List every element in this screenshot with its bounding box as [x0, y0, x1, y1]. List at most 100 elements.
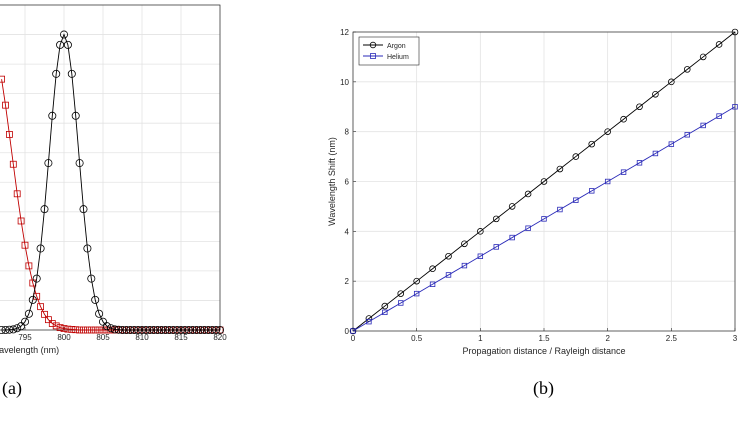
marker — [32, 274, 41, 283]
marker — [683, 66, 691, 73]
marker — [668, 141, 675, 147]
marker — [381, 302, 389, 310]
marker — [13, 324, 22, 333]
marker — [165, 325, 174, 334]
marker — [620, 169, 627, 175]
x-axis-label: Propagation distance / Rayleigh distance — [462, 346, 625, 356]
marker — [604, 178, 611, 185]
marker — [91, 295, 100, 304]
marker — [56, 40, 65, 49]
marker — [134, 325, 143, 334]
marker — [184, 325, 193, 334]
legend-box — [358, 36, 420, 66]
marker — [173, 325, 182, 334]
marker — [445, 252, 452, 260]
series-line — [1, 33, 220, 331]
marker — [68, 326, 76, 333]
marker — [45, 316, 52, 324]
marker — [461, 240, 468, 248]
marker — [212, 325, 221, 334]
legend-marker — [370, 53, 376, 59]
marker — [413, 277, 420, 285]
marker — [215, 325, 224, 334]
legend-label: Helium — [387, 54, 409, 61]
marker — [25, 262, 33, 270]
caption: (a) — [2, 378, 22, 399]
marker — [28, 295, 37, 304]
marker — [572, 153, 580, 160]
marker — [1, 325, 10, 334]
x-tick-label: 1.5 — [538, 334, 550, 343]
marker — [493, 244, 499, 250]
x-tick-label: 810 — [135, 333, 149, 342]
marker — [9, 160, 17, 168]
marker — [13, 190, 21, 198]
marker — [0, 326, 6, 334]
axes-frame — [0, 4, 221, 331]
marker — [71, 111, 80, 120]
marker — [80, 326, 87, 334]
marker — [118, 325, 127, 334]
axes-frame — [352, 31, 736, 332]
marker — [397, 290, 405, 297]
marker — [87, 274, 96, 283]
marker — [652, 90, 659, 98]
marker — [60, 325, 68, 332]
marker — [557, 206, 563, 213]
marker — [17, 217, 25, 225]
y-tick-label: 10 — [340, 78, 349, 87]
marker — [102, 322, 111, 331]
marker — [445, 272, 452, 278]
marker — [44, 159, 53, 168]
y-tick-label: 0 — [345, 327, 350, 336]
marker — [176, 325, 185, 334]
marker — [37, 303, 44, 311]
marker — [5, 325, 14, 334]
marker — [126, 325, 135, 334]
marker — [477, 228, 484, 235]
marker — [429, 265, 436, 273]
marker — [731, 28, 739, 36]
marker — [461, 262, 468, 269]
caption: (b) — [533, 378, 554, 399]
marker — [106, 324, 115, 333]
marker — [429, 281, 436, 287]
series-line — [352, 106, 736, 332]
marker — [350, 328, 356, 334]
marker — [204, 325, 213, 334]
marker — [95, 326, 103, 334]
marker — [716, 113, 722, 119]
marker — [130, 325, 139, 334]
marker — [588, 140, 596, 148]
marker — [153, 325, 162, 334]
marker — [556, 165, 564, 173]
marker — [36, 244, 45, 253]
marker — [63, 40, 72, 49]
marker — [110, 325, 119, 334]
marker — [715, 41, 723, 48]
marker — [192, 325, 201, 334]
x-tick-label: 2.5 — [666, 334, 678, 343]
marker — [24, 309, 33, 318]
marker — [103, 326, 111, 334]
marker — [180, 325, 189, 334]
marker — [349, 327, 357, 335]
x-tick-label: 820 — [213, 333, 227, 342]
marker — [20, 317, 29, 326]
marker — [508, 203, 516, 210]
marker — [79, 205, 88, 214]
marker — [141, 325, 150, 334]
marker — [668, 78, 675, 86]
marker — [366, 318, 372, 325]
marker — [732, 104, 738, 110]
x-tick-label: 0.5 — [411, 334, 423, 343]
marker — [382, 309, 388, 316]
marker — [64, 325, 72, 333]
marker — [492, 215, 500, 223]
marker — [684, 132, 690, 138]
marker — [620, 115, 627, 123]
y-tick-label: 2 — [345, 277, 350, 286]
marker — [652, 150, 659, 157]
marker — [157, 325, 166, 334]
